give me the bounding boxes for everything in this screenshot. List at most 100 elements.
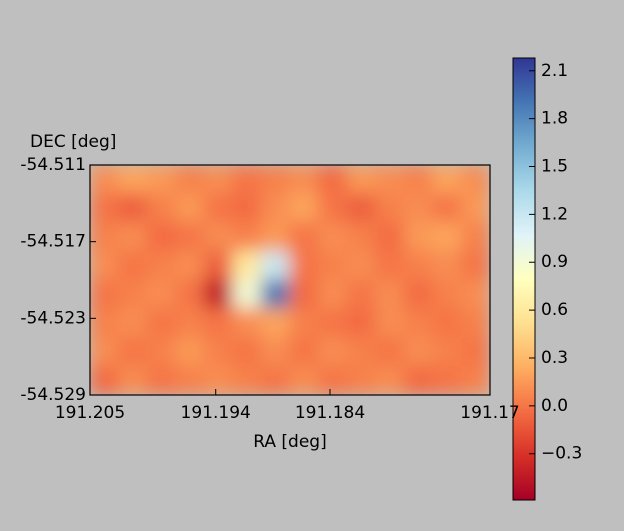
colorbar xyxy=(512,57,536,501)
heat-cell xyxy=(432,365,462,395)
heat-cell xyxy=(90,365,120,395)
x-tick-label: 191.17 xyxy=(460,403,519,423)
heat-cell xyxy=(175,222,205,252)
heat-cell xyxy=(375,250,405,281)
heat-cell xyxy=(289,365,320,395)
heat-cell xyxy=(403,308,434,338)
heat-cell xyxy=(146,250,177,281)
y-tick-label: -54.529 xyxy=(20,385,86,405)
heat-cell xyxy=(432,250,462,281)
heat-cell xyxy=(118,250,148,281)
heat-cell xyxy=(90,222,120,252)
colorbar-tick-label: −0.3 xyxy=(541,444,582,464)
heat-cell xyxy=(260,279,291,310)
heat-cell xyxy=(289,337,320,367)
x-tick-label: 191.194 xyxy=(181,403,251,423)
heat-cell xyxy=(318,193,348,223)
heat-cell xyxy=(232,279,262,310)
colorbar-tick-label: 0.0 xyxy=(541,396,568,416)
heat-cell xyxy=(346,308,377,338)
heat-cell xyxy=(460,308,490,338)
heat-cell xyxy=(203,337,234,367)
heat-cell xyxy=(175,365,205,395)
heat-cell xyxy=(403,337,434,367)
heat-cell xyxy=(318,308,348,338)
heat-cell xyxy=(232,365,262,395)
heat-cell xyxy=(260,308,291,338)
y-tick-label: -54.523 xyxy=(20,308,86,328)
heat-cell xyxy=(118,193,148,223)
heat-cell xyxy=(460,337,490,367)
heat-cell xyxy=(375,222,405,252)
heat-cell xyxy=(203,250,234,281)
heat-cell xyxy=(460,250,490,281)
heat-cell xyxy=(375,365,405,395)
y-tick-label: -54.511 xyxy=(20,155,86,175)
heat-cell xyxy=(90,279,120,310)
heat-cell xyxy=(203,365,234,395)
heat-cell xyxy=(90,250,120,281)
heat-cell xyxy=(403,279,434,310)
heat-cell xyxy=(118,165,148,195)
heat-cell xyxy=(260,222,291,252)
heat-cell xyxy=(175,337,205,367)
heat-cell xyxy=(432,308,462,338)
heat-cell xyxy=(460,222,490,252)
heat-cell xyxy=(318,165,348,195)
colorbar-tick-label: 0.6 xyxy=(541,300,568,320)
heat-cell xyxy=(375,337,405,367)
heat-cell xyxy=(289,193,320,223)
heat-cell xyxy=(203,308,234,338)
heat-cell xyxy=(403,365,434,395)
heat-cell xyxy=(232,337,262,367)
heat-cell xyxy=(203,193,234,223)
colorbar-tick-label: 2.1 xyxy=(541,61,568,81)
heat-cell xyxy=(346,337,377,367)
heat-cell xyxy=(260,250,291,281)
heat-cell xyxy=(432,337,462,367)
heat-cell xyxy=(175,165,205,195)
heat-cell xyxy=(346,165,377,195)
colorbar-tick-label: 0.9 xyxy=(541,252,568,272)
y-tick-label: -54.517 xyxy=(20,232,86,252)
heat-cell xyxy=(118,308,148,338)
heat-cell xyxy=(203,165,234,195)
heat-cell xyxy=(346,193,377,223)
heat-cell xyxy=(346,250,377,281)
heat-cell xyxy=(460,193,490,223)
heat-cell xyxy=(403,222,434,252)
heat-cell xyxy=(118,222,148,252)
heat-cell xyxy=(118,337,148,367)
colorbar-tick-label: 0.3 xyxy=(541,348,568,368)
colorbar-tick-label: 1.8 xyxy=(541,109,568,129)
heat-cell xyxy=(460,279,490,310)
heat-cell xyxy=(260,365,291,395)
heat-cell xyxy=(146,365,177,395)
heat-cell xyxy=(289,222,320,252)
heat-cell xyxy=(432,165,462,195)
heat-cell xyxy=(232,193,262,223)
heat-cell xyxy=(403,250,434,281)
heat-cell xyxy=(175,279,205,310)
heat-cell xyxy=(175,193,205,223)
heat-cell xyxy=(203,222,234,252)
heat-cell xyxy=(146,165,177,195)
heat-cell xyxy=(289,250,320,281)
heat-cell xyxy=(146,308,177,338)
heat-cell xyxy=(318,250,348,281)
heat-cell xyxy=(90,165,120,195)
x-tick-label: 191.205 xyxy=(55,403,125,423)
heat-cell xyxy=(90,308,120,338)
heat-cell xyxy=(118,365,148,395)
heat-cell xyxy=(175,308,205,338)
heat-cell xyxy=(318,365,348,395)
heat-cell xyxy=(260,193,291,223)
heat-cell xyxy=(232,222,262,252)
heat-cell xyxy=(146,222,177,252)
heat-cell xyxy=(432,193,462,223)
heat-cell xyxy=(146,279,177,310)
heat-cell xyxy=(289,165,320,195)
heat-cell xyxy=(460,165,490,195)
heat-cell xyxy=(175,250,205,281)
